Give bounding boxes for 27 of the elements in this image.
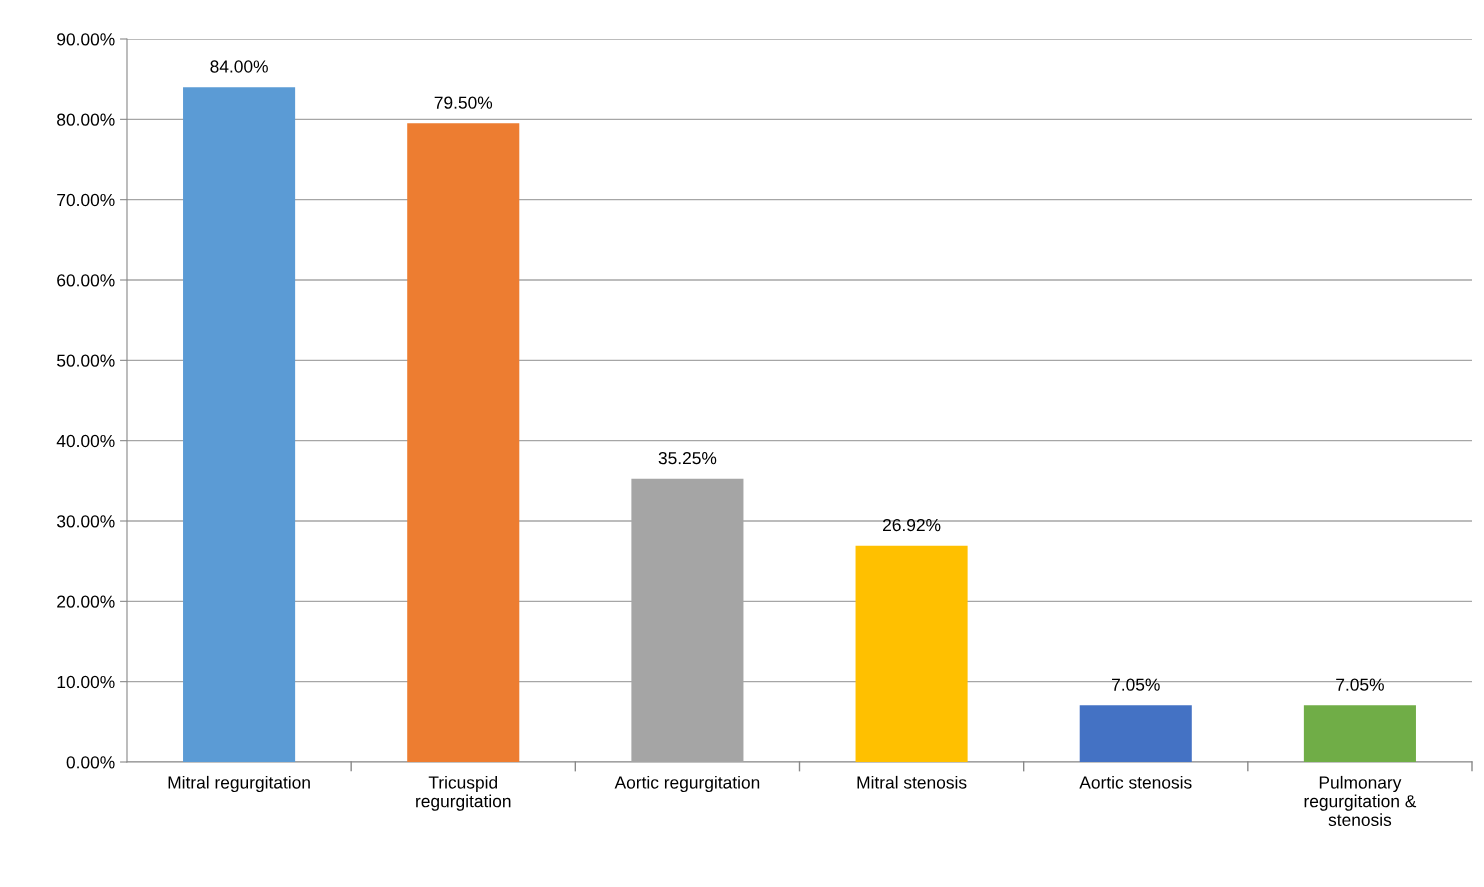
- y-tick-label: 70.00%: [57, 193, 115, 207]
- data-label: 7.05%: [1112, 678, 1160, 691]
- data-label: 35.25%: [658, 451, 717, 465]
- y-tick-label: 40.00%: [56, 434, 115, 448]
- data-label: 84.00%: [210, 60, 268, 73]
- y-tick-label: 90.00%: [57, 33, 115, 46]
- bar: [855, 545, 968, 762]
- y-tick-label: 50.00%: [57, 354, 115, 367]
- x-tick-label: Aortic regurgitation: [614, 775, 760, 793]
- x-tick-label: Mitral stenosis: [857, 775, 967, 789]
- y-tick-label: 20.00%: [57, 595, 115, 608]
- y-tick-label: 30.00%: [56, 515, 115, 528]
- data-label: 79.50%: [434, 96, 493, 109]
- data-label: 26.92%: [883, 518, 941, 532]
- y-tick-label: 0.00%: [66, 756, 115, 769]
- x-tick-label: Tricuspid regurgitation: [416, 775, 511, 811]
- x-tick-label: Aortic stenosis: [1079, 775, 1192, 789]
- bar: [1303, 705, 1416, 762]
- bar: [407, 123, 520, 762]
- x-tick-label: Mitral regurgitation: [168, 775, 310, 793]
- y-tick-label: 80.00%: [57, 113, 115, 126]
- bar: [183, 87, 296, 762]
- y-tick-label: 60.00%: [57, 274, 115, 287]
- bar: [1079, 705, 1192, 762]
- data-label: 7.05%: [1336, 678, 1384, 691]
- y-tick-label: 10.00%: [57, 675, 115, 689]
- x-tick-label: Pulmonary regurgitation & stenosis: [1304, 775, 1417, 827]
